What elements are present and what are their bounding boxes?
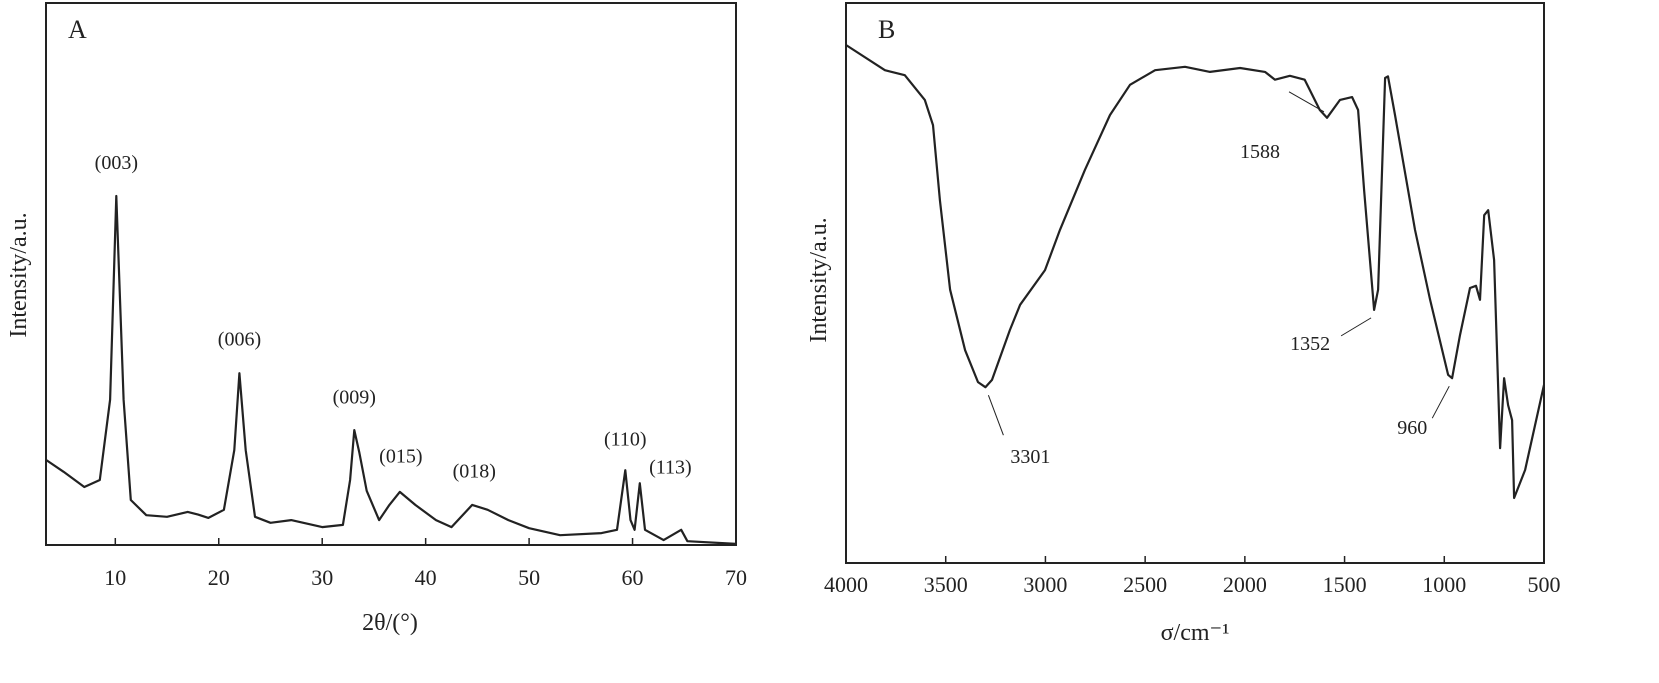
peak-label: 1588	[1240, 141, 1280, 163]
x-tick-label: 4000	[824, 572, 868, 597]
peak-label: 960	[1397, 417, 1427, 439]
peak-label: (110)	[604, 429, 647, 451]
y-axis-label-b: Intensity/a.u.	[806, 217, 832, 342]
x-axis-label-a: 2θ/(°)	[362, 610, 418, 636]
x-tick-label: 1500	[1323, 572, 1367, 597]
panel-letter-b: B	[878, 15, 895, 44]
peak-label: (015)	[379, 445, 422, 467]
x-tick-label: 70	[725, 565, 747, 590]
annotations-b: 3301 1588 1352 960	[987, 91, 1450, 468]
peak-leader-line	[1340, 317, 1372, 337]
plot-frame-a	[45, 2, 737, 546]
series-line-xrd	[45, 194, 737, 545]
peak-label: (003)	[95, 152, 138, 174]
peak-label: (006)	[218, 328, 261, 350]
panel-b-ftir: B σ/cm⁻¹ Intensity/a.u. 4000 3500 3000 2500…	[806, 2, 1561, 646]
x-tick-label: 2500	[1123, 572, 1167, 597]
x-tick-label: 50	[518, 565, 540, 590]
y-axis-label-a: Intensity/a.u.	[6, 212, 32, 337]
x-axis-label-b: σ/cm⁻¹	[1161, 620, 1230, 646]
x-tick-label: 40	[415, 565, 437, 590]
peak-label: (018)	[453, 461, 496, 483]
peak-leader-line	[1431, 385, 1450, 419]
x-tick-label: 3500	[924, 572, 968, 597]
x-tick-label: 1000	[1422, 572, 1466, 597]
peak-label: 1352	[1290, 333, 1330, 355]
x-tick-label: 30	[311, 565, 333, 590]
peak-label: 3301	[1010, 446, 1050, 468]
x-tick-label: 60	[622, 565, 644, 590]
peak-leader-line	[987, 394, 1004, 436]
annotations-a: (003) (006) (009) (015) (018) (110)(113)	[95, 152, 692, 482]
x-tick-label: 3000	[1023, 572, 1067, 597]
x-ticks-a: 10 20 30 40 50 60 70	[104, 538, 747, 590]
series-line-ftir	[845, 44, 1546, 500]
panel-letter-a: A	[68, 15, 87, 44]
x-tick-label: 20	[208, 565, 230, 590]
x-tick-label: 10	[104, 565, 126, 590]
peak-leader-line	[1288, 91, 1325, 113]
x-tick-label: 500	[1528, 572, 1561, 597]
peak-label: (009)	[333, 386, 376, 408]
panel-a-xrd: A 2θ/(°) Intensity/a.u. 10 20 30 40 50 60 70 (…	[6, 2, 747, 636]
plot-frame-b	[845, 2, 1545, 564]
x-ticks-b: 4000 3500 3000 2500 2000 1500 1000 500	[824, 556, 1561, 597]
x-tick-label: 2000	[1223, 572, 1267, 597]
series-a	[45, 194, 737, 545]
peak-label: (113)	[649, 457, 692, 479]
series-b	[845, 44, 1546, 500]
